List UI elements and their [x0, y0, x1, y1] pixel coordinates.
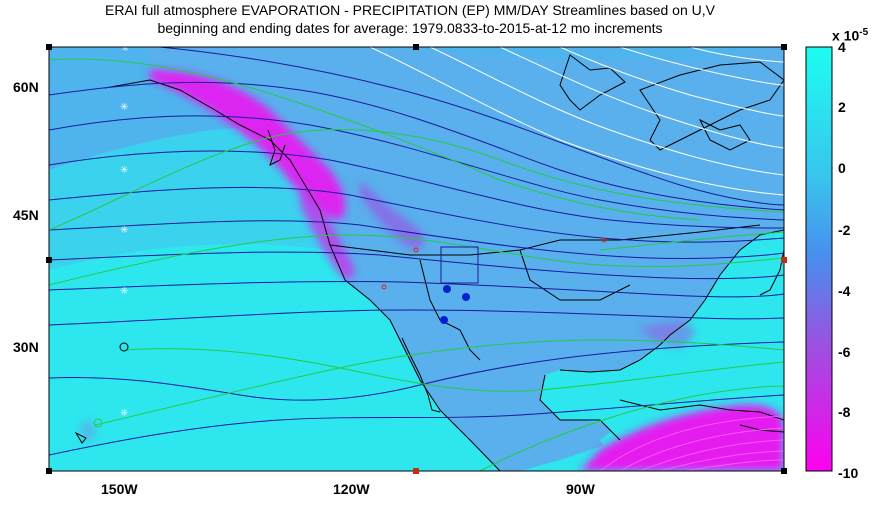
tropical-vortex [599, 415, 784, 471]
title-line-2: beginning and ending dates for average: … [157, 20, 663, 36]
lon-label-90w: 90W [566, 481, 595, 497]
colorbar-tick: -4 [838, 283, 851, 299]
lat-label-45n: 45N [13, 207, 39, 223]
svg-text:✳: ✳ [120, 165, 128, 176]
station-marker-open [119, 342, 129, 352]
station-marker [462, 293, 470, 301]
region-box [440, 246, 479, 284]
station-marker-small [601, 237, 607, 243]
station-marker-small [381, 284, 387, 290]
svg-text:✳: ✳ [120, 408, 128, 419]
title-line-1: ERAI full atmosphere EVAPORATION - PRECI… [105, 2, 715, 18]
lon-label-150w: 150W [101, 481, 138, 497]
mid-pacific-blend [49, 126, 330, 270]
colorbar-tick: -10 [838, 465, 859, 481]
lat-label-30n: 30N [13, 339, 39, 355]
streamlines-dark [49, 47, 784, 456]
station-marker [440, 316, 448, 324]
coastlines [74, 54, 784, 471]
svg-text:✳: ✳ [120, 225, 128, 236]
colorbar-tick: -2 [838, 222, 851, 238]
colorbar-tick: -6 [838, 344, 851, 360]
svg-text:✳: ✳ [121, 43, 129, 54]
colorbar-multiplier: x 10-5 [832, 27, 869, 44]
lat-label-60n: 60N [13, 79, 39, 95]
streamlines-white [369, 47, 784, 196]
colorbar-tick: -8 [838, 404, 851, 420]
dry-regions [80, 70, 784, 471]
colorbar-tick: 4 [838, 39, 846, 55]
svg-text:✳: ✳ [120, 286, 128, 297]
map-area: ✳ ✳ ✳ ✳ ✳ ✳ [49, 43, 784, 471]
station-marker-small [413, 247, 419, 253]
colorbar-tick: 2 [838, 99, 846, 115]
colorbar-tick: 0 [838, 160, 846, 176]
streamlines-green [49, 58, 784, 471]
frame-corner-marks [46, 44, 787, 474]
svg-text:✳: ✳ [120, 102, 128, 113]
star-markers: ✳ ✳ ✳ ✳ ✳ ✳ [120, 43, 129, 419]
lon-label-120w: 120W [333, 481, 370, 497]
station-marker [443, 285, 451, 293]
station-marker-green [93, 418, 103, 428]
colorbar [805, 46, 833, 472]
